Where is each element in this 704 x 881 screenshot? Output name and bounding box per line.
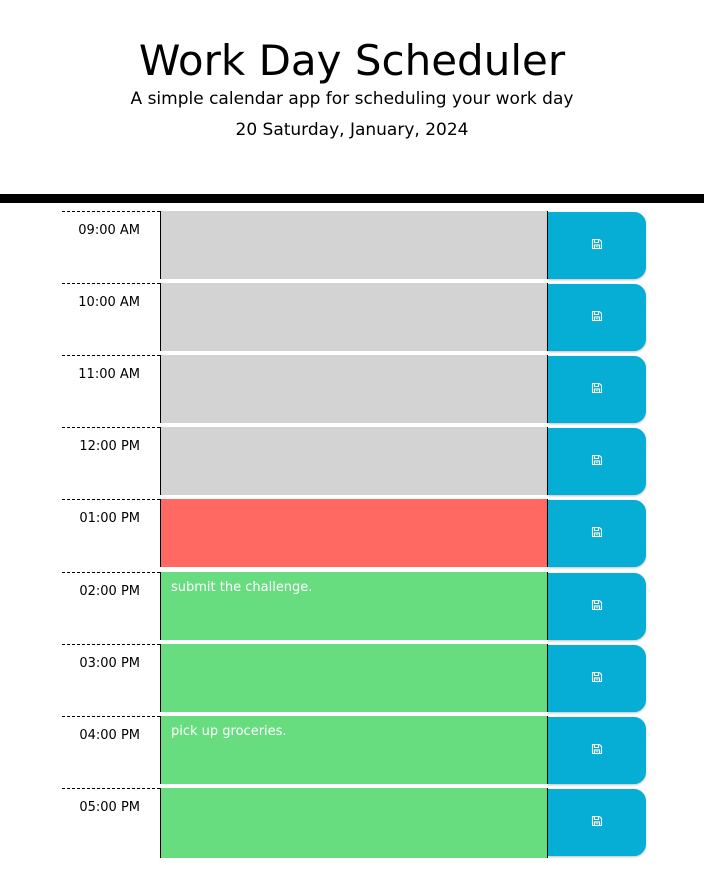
event-textarea[interactable]	[160, 211, 548, 279]
time-block-row: 11:00 AM	[62, 355, 646, 423]
save-button[interactable]	[548, 717, 646, 784]
event-textarea[interactable]	[160, 283, 548, 351]
save-icon	[591, 526, 603, 541]
save-icon	[591, 238, 603, 253]
header: Work Day Scheduler A simple calendar app…	[0, 0, 704, 194]
header-divider	[0, 194, 704, 203]
hour-label: 09:00 AM	[62, 211, 160, 279]
time-block-row: 05:00 PM	[62, 788, 646, 858]
event-textarea[interactable]	[160, 427, 548, 495]
save-icon	[591, 310, 603, 325]
hour-label: 02:00 PM	[62, 572, 160, 640]
save-button[interactable]	[548, 645, 646, 712]
hour-label: 10:00 AM	[62, 283, 160, 351]
save-icon	[591, 454, 603, 469]
event-textarea[interactable]	[160, 788, 548, 858]
time-block-row: 02:00 PM submit the challenge.	[62, 572, 646, 640]
save-icon	[591, 382, 603, 397]
current-date: 20 Saturday, January, 2024	[235, 120, 469, 140]
save-icon	[591, 599, 603, 614]
event-textarea[interactable]	[160, 355, 548, 423]
save-icon	[591, 815, 603, 830]
time-block-row: 12:00 PM	[62, 427, 646, 495]
hour-label: 04:00 PM	[62, 716, 160, 784]
page-title: Work Day Scheduler	[138, 36, 566, 85]
save-button[interactable]	[548, 789, 646, 856]
hour-label: 05:00 PM	[62, 788, 160, 858]
hour-label: 03:00 PM	[62, 644, 160, 712]
page-subtitle: A simple calendar app for scheduling you…	[130, 89, 574, 109]
save-button[interactable]	[548, 212, 646, 279]
time-block-row: 03:00 PM	[62, 644, 646, 712]
event-textarea[interactable]: submit the challenge.	[160, 572, 548, 640]
save-button[interactable]	[548, 356, 646, 423]
save-icon	[591, 671, 603, 686]
save-button[interactable]	[548, 428, 646, 495]
time-block-row: 09:00 AM	[62, 211, 646, 279]
event-textarea[interactable]	[160, 644, 548, 712]
event-textarea[interactable]	[160, 499, 548, 567]
save-icon	[591, 743, 603, 758]
time-block-row: 01:00 PM	[62, 499, 646, 567]
save-button[interactable]	[548, 284, 646, 351]
hour-label: 12:00 PM	[62, 427, 160, 495]
event-textarea[interactable]: pick up groceries.	[160, 716, 548, 784]
save-button[interactable]	[548, 573, 646, 640]
save-button[interactable]	[548, 500, 646, 567]
time-block-row: 10:00 AM	[62, 283, 646, 351]
time-block-row: 04:00 PM pick up groceries.	[62, 716, 646, 784]
hour-label: 01:00 PM	[62, 499, 160, 567]
hour-label: 11:00 AM	[62, 355, 160, 423]
